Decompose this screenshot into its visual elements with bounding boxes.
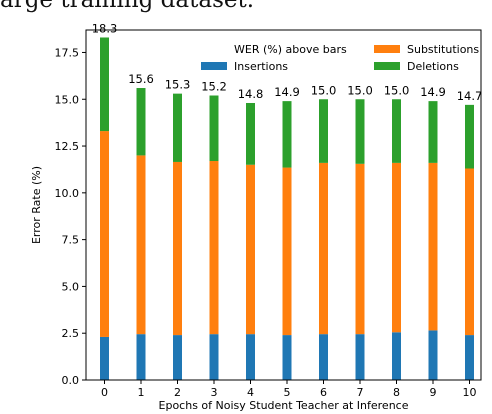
bar-insertions-3	[209, 334, 219, 380]
total-label-10: 14.7	[457, 89, 483, 103]
bar-substitutions-5	[282, 167, 292, 336]
y-tick-label: 5.0	[62, 280, 80, 293]
x-tick-label: 5	[284, 386, 291, 399]
x-tick-label: 7	[357, 386, 364, 399]
bar-insertions-10	[465, 335, 474, 380]
y-tick-label: 2.5	[62, 327, 80, 340]
total-label-5: 14.9	[274, 85, 300, 99]
bar-substitutions-4	[246, 164, 255, 335]
bar-substitutions-7	[355, 163, 365, 335]
bar-substitutions-10	[465, 168, 474, 336]
x-tick-label: 0	[101, 386, 108, 399]
bar-insertions-8	[392, 332, 401, 380]
x-tick-label: 4	[247, 386, 254, 399]
y-tick-label: 10.0	[55, 187, 80, 200]
bar-deletions-7	[355, 99, 365, 164]
bar-substitutions-9	[428, 162, 438, 331]
y-tick-label: 7.5	[62, 234, 80, 247]
bar-substitutions-8	[392, 162, 401, 333]
bars-layer	[100, 37, 474, 380]
bar-deletions-5	[282, 101, 292, 168]
caption-fragment: arge training dataset.	[0, 0, 255, 13]
legend-substitutions-swatch	[374, 45, 400, 53]
total-label-2: 15.3	[165, 78, 191, 92]
y-tick-label: 17.5	[55, 46, 80, 59]
total-label-8: 15.0	[384, 83, 410, 97]
bar-deletions-1	[136, 88, 146, 156]
y-tick-label: 12.5	[55, 140, 80, 153]
legend-insertions-swatch	[201, 62, 227, 70]
bar-insertions-9	[428, 330, 438, 380]
x-tick-label: 8	[393, 386, 400, 399]
bar-insertions-6	[319, 334, 328, 380]
total-label-1: 15.6	[128, 72, 154, 86]
legend-title-label: WER (%) above bars	[234, 43, 347, 56]
bar-deletions-8	[392, 99, 401, 163]
bar-insertions-7	[355, 334, 365, 380]
bar-insertions-2	[173, 335, 182, 380]
y-axis-label: Error Rate (%)	[30, 166, 43, 244]
x-tick-label: 9	[430, 386, 437, 399]
bar-deletions-9	[428, 101, 438, 163]
x-tick-label: 3	[211, 386, 218, 399]
total-label-7: 15.0	[347, 83, 373, 97]
bar-deletions-0	[100, 37, 109, 132]
x-tick-label: 10	[463, 386, 477, 399]
legend-deletions-label: Deletions	[407, 60, 459, 73]
x-tick-label: 2	[174, 386, 181, 399]
bar-substitutions-1	[136, 155, 146, 335]
bar-insertions-5	[282, 335, 292, 380]
bar-deletions-3	[209, 95, 219, 162]
bar-insertions-0	[100, 336, 109, 380]
total-label-0: 18.3	[92, 21, 118, 35]
total-label-4: 14.8	[238, 87, 264, 101]
total-label-6: 15.0	[311, 83, 337, 97]
x-tick-label: 1	[138, 386, 145, 399]
legend: WER (%) above bars Insertions Substitution…	[201, 43, 479, 73]
legend-substitutions-label: Substitutions	[407, 43, 479, 56]
total-label-3: 15.2	[201, 80, 227, 94]
plot-frame	[85, 29, 482, 381]
bar-substitutions-0	[100, 131, 109, 337]
bar-insertions-4	[246, 334, 255, 380]
bar-substitutions-6	[319, 162, 328, 335]
y-tick-label: 0.0	[62, 374, 80, 387]
bar-deletions-4	[246, 102, 255, 165]
bar-insertions-1	[136, 334, 146, 380]
legend-deletions-swatch	[374, 62, 400, 70]
x-tick-label: 6	[320, 386, 327, 399]
x-axis-label: Epochs of Noisy Student Teacher at Infer…	[159, 399, 409, 412]
total-label-9: 14.9	[420, 85, 446, 99]
bar-deletions-6	[319, 99, 328, 163]
legend-insertions-label: Insertions	[234, 60, 288, 73]
bar-deletions-2	[173, 93, 182, 162]
bar-substitutions-2	[173, 161, 182, 336]
axes-layer: 0.0 2.5 5.0 7.5 10.0 12.5 15.0 17.5 0 1 2 3 4 5 6 7 8 9 10…	[30, 29, 482, 412]
y-tick-label: 15.0	[55, 93, 80, 106]
bar-substitutions-3	[209, 161, 219, 335]
bar-deletions-10	[465, 104, 474, 169]
data-labels-layer: 18.3 15.6 15.3 15.2 14.8 14.9 15.0 15.0 15.0 14.9…	[92, 21, 483, 102]
